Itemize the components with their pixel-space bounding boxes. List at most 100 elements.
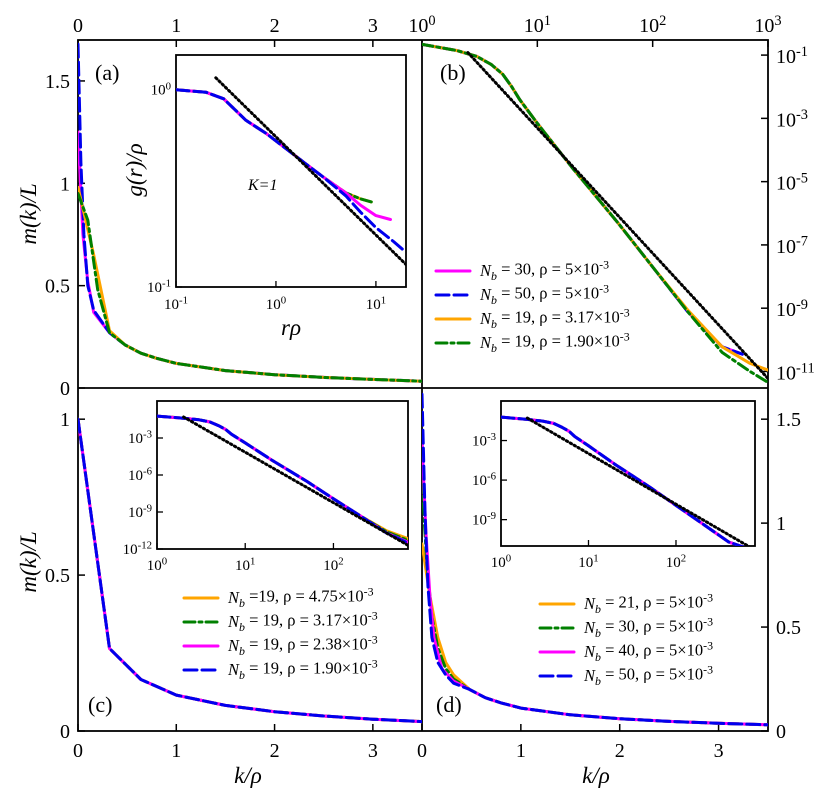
panel-c-xlabel: k/ρ [234, 763, 262, 788]
panel-b-ytick-label: 10-3 [776, 107, 808, 131]
panel-b-line-green-3 [422, 42, 768, 384]
panel-a-inset: 10-1 100 101 10-1 100 K=1 rρ g(r)/ρ [122, 54, 407, 340]
panel-a-inset-ytick-label: 10-1 [147, 278, 171, 296]
panel-c-inset-ytick-label: 10-12 [123, 540, 152, 558]
panel-c-inset-line-orange-0 [157, 414, 408, 541]
panel-a-line-orange-2 [78, 185, 422, 383]
panel-d-line-blue-3 [422, 392, 768, 727]
panel-c-xtick-label: 1 [171, 740, 181, 762]
panel-d-ytick-label: 0 [776, 721, 786, 743]
panel-c-inset: 100 101 102 10-3 10-6 10-9 10-12 [123, 400, 409, 574]
panel-c-inset-line-blue-3 [157, 414, 408, 545]
panel-a-inset-xtick-label: 101 [366, 295, 386, 313]
panel-a-ylabel: m(k)/L [16, 183, 41, 244]
panel-d-inset-ytick-label: 10-3 [472, 431, 496, 449]
panel-a-inset-xlabel: rρ [281, 315, 301, 340]
panel-c-xtick-label: 0 [73, 740, 83, 762]
panel-a-xtick-label: 0 [73, 15, 83, 37]
panel-a-inset-xtick-label: 10-1 [164, 295, 188, 313]
panel-a-inset-series [176, 76, 406, 266]
panel-b-legend: Nb = 30, ρ = 5×10-3Nb = 50, ρ = 5×10-3Nb… [434, 257, 630, 355]
panel-a-xtick-label: 1 [171, 15, 181, 37]
panel-d-inset-ytick-label: 10-6 [472, 471, 497, 489]
panel-c-legend-label-1: Nb = 19, ρ = 3.17×10-3 [227, 608, 378, 634]
panel-b-series [422, 42, 768, 384]
panel-a-inset-annotation: K=1 [247, 177, 277, 194]
panel-c-xtick-label: 3 [368, 740, 378, 762]
panel-d-inset-line-blue-3 [501, 415, 745, 546]
panel-a-ytick-label: 0 [60, 378, 70, 400]
panel-a-inset-ylabel: g(r)/ρ [122, 143, 147, 196]
panel-c-label: (c) [88, 692, 112, 717]
panel-c-inset-series [157, 414, 408, 547]
panel-b-ytick-label: 10-1 [776, 44, 808, 68]
panel-a-inset-line-blue-3 [176, 88, 406, 254]
panel-d: 0 1 2 300.511.5(d)k/ρNb = 21, ρ = 5×10-3Nb … [417, 392, 801, 788]
panel-d-legend-label-3: Nb = 50, ρ = 5×10-3 [583, 662, 713, 688]
panel-b-xtick-label: 103 [754, 13, 781, 37]
panel-b-line-reference-4 [466, 51, 768, 380]
panel-c-inset-xtick-label: 101 [235, 556, 255, 574]
panel-c-inset-line-reference-4 [182, 415, 408, 547]
panel-d-xlabel: k/ρ [582, 763, 610, 788]
panel-d-ytick-label: 1.5 [776, 409, 801, 431]
panel-d-legend: Nb = 21, ρ = 5×10-3Nb = 30, ρ = 5×10-3Nb… [538, 590, 713, 688]
panel-d-inset-line-reference-4 [525, 416, 752, 546]
panel-d-legend-label-0: Nb = 21, ρ = 5×10-3 [583, 590, 713, 616]
panel-d-series [422, 392, 768, 727]
panel-c-legend-label-3: Nb = 19, ρ = 1.90×10-3 [227, 656, 378, 682]
panel-b-ytick-label: 10-7 [776, 234, 808, 258]
panel-d-inset: 100 101 102 10-3 10-6 10-9 [472, 400, 756, 571]
panel-d-inset-series [501, 415, 752, 546]
panel-c-inset-ytick-label: 10-6 [128, 466, 153, 484]
panel-d-label: (d) [436, 692, 462, 717]
panel-d-inset-frame [500, 400, 756, 547]
panel-c-line-blue-3 [78, 417, 422, 724]
panel-a-series [78, 42, 422, 383]
panel-a: 0 1 2 3 0 0.5 1 1.5 (a) m(k)/L 10-1 100 101 10-1 100 K=… [16, 15, 422, 400]
panel-d-inset-xtick-label: 102 [666, 553, 686, 571]
panel-c-inset-xtick-label: 100 [147, 556, 167, 574]
figure-frame [77, 39, 769, 732]
panel-c-xtick-label: 2 [270, 740, 280, 762]
panel-a-ytick-label: 0.5 [45, 276, 70, 298]
panel-c-ylabel: m(k)/L [16, 531, 41, 592]
panel-d-xtick-label: 0 [417, 740, 427, 762]
panel-c-legend-label-2: Nb = 19, ρ = 2.38×10-3 [227, 632, 378, 658]
panel-d-xtick-label: 2 [615, 740, 625, 762]
panel-c-legend: Nb =19, ρ = 4.75×10-3Nb = 19, ρ = 3.17×1… [182, 584, 378, 682]
panel-b-xtick-label: 100 [408, 13, 435, 37]
panel-c-legend-label-0: Nb =19, ρ = 4.75×10-3 [227, 584, 374, 610]
panel-a-inset-frame [175, 54, 407, 288]
panel-b-ytick-label: 10-11 [776, 360, 815, 384]
panel-d-ytick-label: 1 [776, 513, 786, 535]
panel-c-inset-ytick-label: 10-3 [128, 429, 152, 447]
panel-d-xtick-label: 3 [714, 740, 724, 762]
panel-c-ytick-label: 0 [60, 721, 70, 743]
panel-c-ytick-label: 1 [60, 409, 70, 431]
panel-a-xtick-label: 2 [270, 15, 280, 37]
panel-a-line-green-3 [78, 192, 422, 383]
panel-c-inset-ytick-label: 10-9 [128, 503, 152, 521]
panel-d-legend-label-2: Nb = 40, ρ = 5×10-3 [583, 638, 713, 664]
panel-d-ytick-label: 0.5 [776, 617, 801, 639]
panel-b-ytick-label: 10-5 [776, 170, 808, 194]
panel-d-legend-label-1: Nb = 30, ρ = 5×10-3 [583, 614, 713, 640]
panel-d-inset-ytick-label: 10-9 [472, 510, 496, 528]
panel-b-label: (b) [440, 60, 466, 85]
panel-b-legend-label-3: Nb = 19, ρ = 1.90×10-3 [479, 329, 630, 355]
panel-b-ytick-label: 10-9 [776, 297, 808, 321]
panel-b-legend-label-1: Nb = 50, ρ = 5×10-3 [479, 281, 609, 307]
panel-a-xtick-label: 3 [368, 15, 378, 37]
panel-c-inset-xtick-label: 102 [323, 556, 343, 574]
panel-b-xtick-label: 102 [639, 13, 666, 37]
panel-d-inset-xtick-label: 100 [491, 553, 511, 571]
panel-a-ytick-label: 1.5 [45, 71, 70, 93]
panel-b: 100 101 102 103 10-1 10-3 10-5 10-7 10-9 10-11 (b)… [408, 13, 814, 385]
panel-c-ytick-label: 0.5 [45, 565, 70, 587]
panel-b-xtick-label: 101 [524, 13, 551, 37]
panel-a-inset-line-reference-4 [214, 76, 406, 266]
panel-d-xtick-label: 1 [516, 740, 526, 762]
panel-c: 0 1 2 3 0 0.5 1 (c) m(k)/L k/ρ Nb =19, ρ = 4.75×10… [16, 400, 422, 788]
